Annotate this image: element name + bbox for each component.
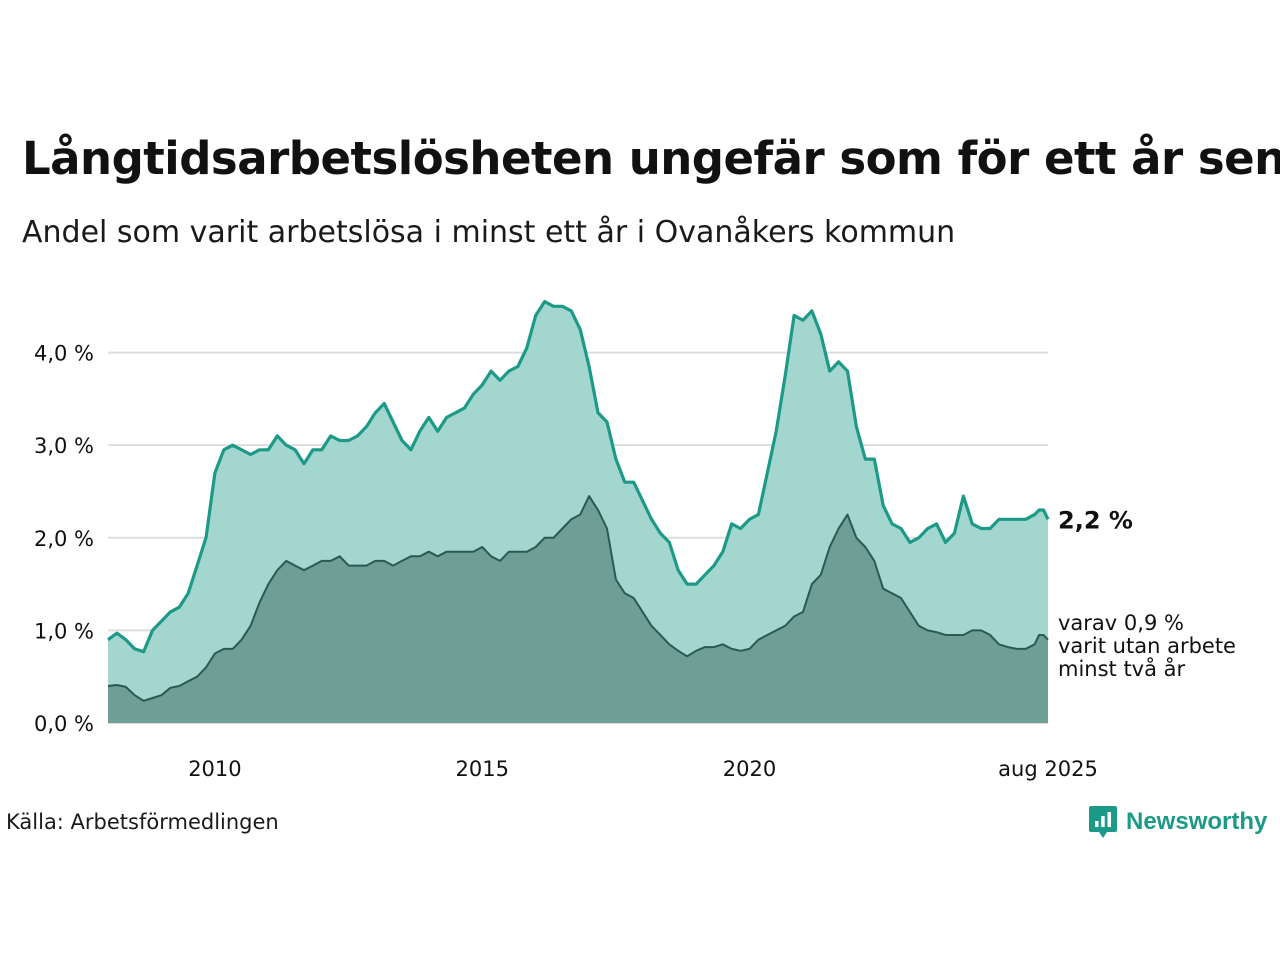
y-axis-ticks: 0,0 % 1,0 % 2,0 % 3,0 % 4,0 %	[34, 342, 94, 736]
brand-name: Newsworthy	[1126, 808, 1268, 835]
series-line-two_years	[107, 495, 1049, 702]
end-label-two-years-line: varit utan arbete	[1058, 634, 1236, 658]
series-area-two_years	[108, 496, 1048, 723]
x-tick-label: 2010	[188, 757, 241, 781]
series-areas	[107, 300, 1050, 723]
y-tick-label: 1,0 %	[34, 619, 94, 643]
y-tick-label: 0,0 %	[34, 712, 94, 736]
x-tick-label: aug 2025	[998, 757, 1098, 781]
chart-title: Långtidsarbetslösheten ungefär som för e…	[22, 132, 1280, 185]
y-tick-label: 3,0 %	[34, 434, 94, 458]
source-note: Källa: Arbetsförmedlingen	[6, 810, 279, 834]
x-axis-ticks: 2010 2015 2020 aug 2025	[188, 757, 1098, 781]
y-tick-label: 2,0 %	[34, 527, 94, 551]
end-label-two-years-line: varav 0,9 %	[1058, 611, 1184, 635]
x-tick-label: 2015	[455, 757, 508, 781]
y-tick-label: 4,0 %	[34, 342, 94, 366]
end-label-total: 2,2 %	[1058, 506, 1133, 534]
chart-subtitle: Andel som varit arbetslösa i minst ett å…	[22, 215, 956, 250]
end-label-two-years-line: minst två år	[1058, 656, 1186, 681]
x-tick-label: 2020	[723, 757, 776, 781]
series-line-total	[107, 300, 1050, 654]
brand-logo: Newsworthy	[1088, 804, 1267, 840]
newsworthy-logo-icon	[1089, 806, 1117, 838]
